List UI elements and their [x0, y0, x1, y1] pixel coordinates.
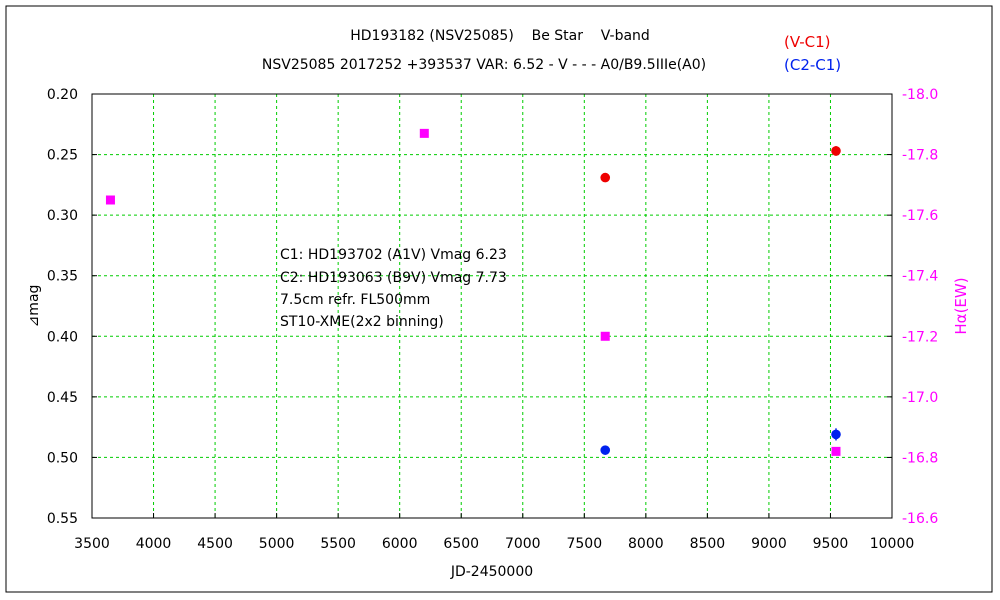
right-y-tick-label: -16.8: [902, 450, 938, 466]
x-tick-label: 9500: [813, 536, 849, 552]
outer-border: [5, 5, 993, 593]
left-y-tick-label: 0.35: [47, 269, 78, 285]
v-c1-point: [831, 146, 841, 156]
x-tick-label: 5000: [259, 536, 295, 552]
right-y-tick-label: -18.0: [902, 87, 938, 103]
data-marks: [105, 128, 841, 456]
x-axis-label: JD-2450000: [450, 564, 533, 580]
right-y-tick-label: -16.6: [902, 511, 938, 527]
v-c1-point: [600, 172, 611, 183]
annotation-line-c1: C1: HD193702 (A1V) Vmag 6.23: [280, 247, 507, 263]
left-y-axis-label: ⊿mag: [26, 285, 42, 328]
left-y-tick-label: 0.40: [47, 329, 78, 345]
right-y-axis: -18.0 -17.8 -17.6 -17.4 -17.2 -17.0 -16.8 -16.6: [887, 87, 938, 527]
x-tick-label: 5500: [320, 536, 356, 552]
c2-c1-point: [600, 445, 611, 455]
left-y-tick-label: 0.30: [47, 208, 78, 224]
chart-title: HD193182 (NSV25085) Be Star V-band: [350, 28, 650, 44]
x-tick-label: 6000: [382, 536, 418, 552]
right-y-tick-label: -17.2: [902, 329, 938, 345]
left-y-axis: 0.20 0.25 0.30 0.35 0.40 0.45 0.50 0.55: [47, 87, 97, 527]
halpha-point: [600, 331, 610, 341]
x-axis: 3500 4000 4500 5000 5500 6000 6500 7000 7500 8000…: [74, 513, 914, 552]
right-y-tick-label: -17.4: [902, 269, 938, 285]
right-y-tick-label: -17.6: [902, 208, 938, 224]
annotation-block: C1: HD193702 (A1V) Vmag 6.23 C2: HD19306…: [280, 247, 507, 330]
left-y-tick-label: 0.50: [47, 450, 78, 466]
x-tick-label: 7500: [566, 536, 602, 552]
halpha-point: [419, 128, 429, 138]
right-y-tick-label: -17.0: [902, 390, 938, 406]
x-tick-label: 8000: [628, 536, 664, 552]
x-tick-label: 8500: [690, 536, 726, 552]
grid: [92, 94, 892, 518]
left-y-tick-label: 0.20: [47, 87, 78, 103]
plot-area: [91, 93, 893, 519]
chart-subtitle: NSV25085 2017252 +393537 VAR: 6.52 - V -…: [262, 57, 706, 73]
halpha-point: [831, 446, 841, 456]
annotation-line-camera: ST10-XME(2x2 binning): [280, 314, 444, 330]
left-y-tick-label: 0.55: [47, 511, 78, 527]
x-tick-label: 3500: [74, 536, 110, 552]
left-y-tick-label: 0.45: [47, 390, 78, 406]
x-tick-label: 9000: [751, 536, 787, 552]
right-y-axis-label: Hα(EW): [952, 277, 970, 334]
legend-c2-c1: (C2-C1): [784, 56, 841, 74]
x-tick-label: 4000: [136, 536, 172, 552]
legend-v-c1: (V-C1): [784, 33, 831, 51]
annotation-line-telescope: 7.5cm refr. FL500mm: [280, 292, 430, 308]
c2-c1-point: [831, 429, 841, 440]
x-tick-label: 6500: [443, 536, 479, 552]
right-y-tick-label: -17.8: [902, 148, 938, 164]
halpha-point: [105, 195, 115, 205]
annotation-line-c2: C2: HD193063 (B9V) Vmag 7.73: [280, 270, 507, 286]
left-y-tick-label: 0.25: [47, 148, 78, 164]
x-tick-label: 7000: [505, 536, 541, 552]
x-tick-label: 10000: [870, 536, 915, 552]
x-tick-label: 4500: [197, 536, 233, 552]
